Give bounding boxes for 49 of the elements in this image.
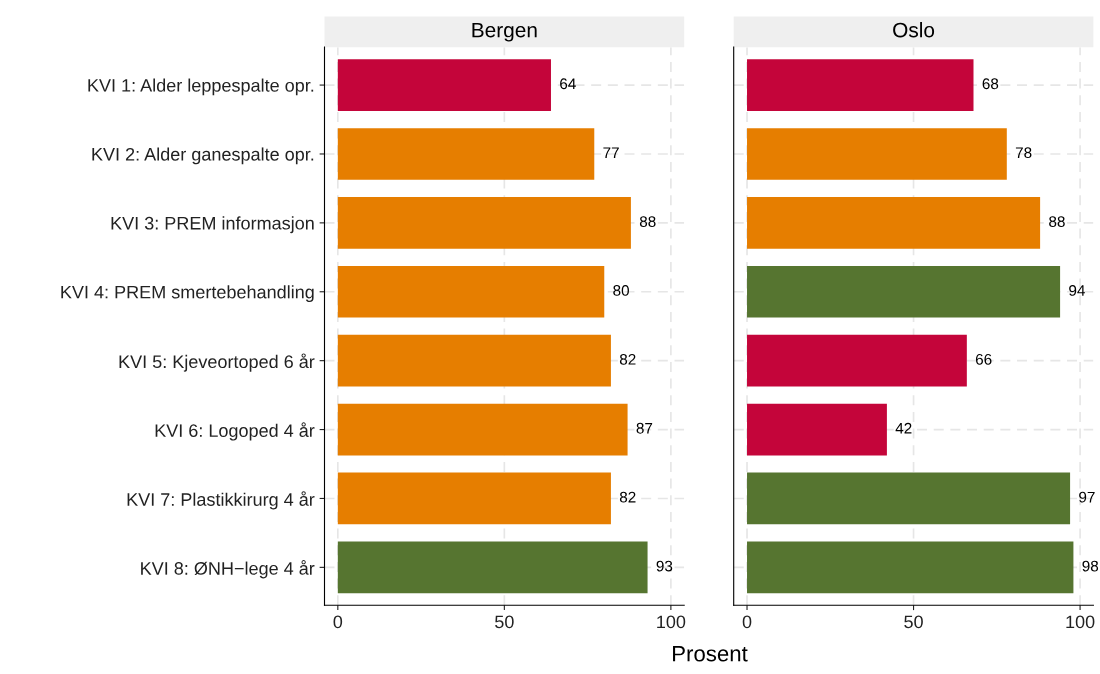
chart-title: Bergen [472,22,537,42]
x-tick-label: 50 [495,615,514,629]
bar [337,59,551,111]
data-label: 82 [619,353,636,365]
data-label: 78 [1015,147,1032,159]
bar [747,265,1061,318]
chart-title: Oslo [893,22,935,38]
bar [337,403,628,456]
data-label: 64 [560,78,576,90]
x-tick-label: 0 [333,615,343,629]
data-label: 94 [1069,285,1085,296]
data-label: 68 [982,78,999,90]
data-label: 66 [975,353,992,365]
x-tick-label: 100 [657,615,686,629]
x-tick-label: 50 [904,615,923,629]
bar [337,472,611,525]
y-tick-label: KVI 2: Alder ganespalte opr. [92,147,314,165]
bar [337,197,631,249]
y-tick-label: KVI 4: PREM smertebehandling [61,285,314,303]
y-tick-label: KVI 5: Kjeveortoped 6 år [119,353,315,372]
data-label: 88 [1049,216,1065,227]
x-tick-label: 0 [742,615,752,629]
y-tick-label: KVI 1: Alder leppespalte opr. [88,78,314,96]
bar [747,128,1007,180]
bar [747,197,1041,249]
y-tick-label: KVI 8: ØNH−lege 4 år [141,560,315,579]
bar [747,334,967,387]
bar [337,128,595,180]
bar [337,334,611,387]
data-label: 98 [1082,560,1099,572]
data-label: 88 [639,216,656,227]
x-tick-label: 100 [1066,615,1095,629]
bar [747,59,974,111]
x-axis-title: Prosent [673,646,748,662]
data-label: 97 [1079,491,1095,503]
data-label: 82 [619,491,636,503]
y-tick-label: KVI 7: Plastikkirurg 4 år [127,491,315,510]
data-label: 42 [895,422,912,434]
data-label: 93 [656,560,673,572]
data-label: 80 [613,285,629,296]
y-tick-label: KVI 3: PREM informasjon [111,216,314,234]
bar [747,403,887,456]
y-tick-label: KVI 6: Logoped 4 år [155,422,315,441]
bar [337,265,605,318]
data-label: 77 [603,147,619,158]
data-label: 87 [636,422,653,434]
bar [337,541,648,594]
bar [747,472,1071,525]
bar [747,541,1074,594]
